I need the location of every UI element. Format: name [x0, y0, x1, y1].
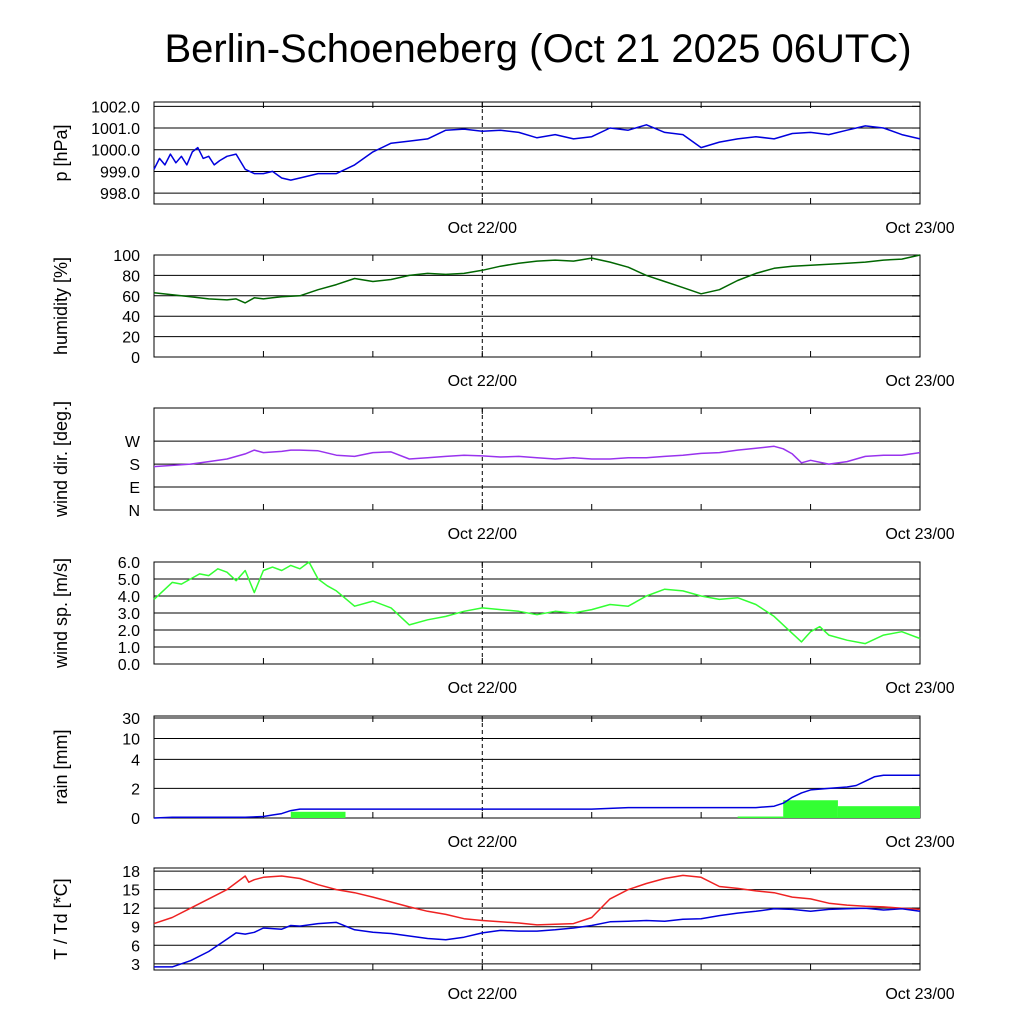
- xtick-label: Oct 22/00: [448, 373, 517, 390]
- series-line-pressure: [153, 124, 921, 181]
- ytick-label-rain: 4: [131, 752, 140, 769]
- series-line-rain_line: [153, 774, 920, 819]
- series-line-dewpoint: [154, 907, 921, 968]
- ytick-label-humidity: 40: [122, 309, 140, 326]
- rain-bar: [783, 800, 838, 818]
- xtick-label: Oct 22/00: [448, 220, 517, 237]
- ytick-label-temperature: 6: [131, 938, 140, 955]
- ytick-label-temperature: 18: [122, 864, 140, 881]
- ytick-label-wind_speed: 0.0: [118, 657, 140, 674]
- ylabel-pressure: p [hPa]: [51, 124, 71, 181]
- panel-wind_speed: 0.01.02.03.04.05.06.0 Oct 22/00 Oct 23/00 w…: [51, 555, 955, 697]
- ytick-label-wind_speed: 2.0: [118, 623, 140, 640]
- xtick-label: Oct 23/00: [885, 526, 954, 543]
- ytick-label-rain: 2: [131, 781, 140, 798]
- rain-bar: [837, 806, 920, 818]
- xtick-label: Oct 22/00: [448, 526, 517, 543]
- ytick-label-pressure: 1000.0: [91, 143, 140, 160]
- ytick-label-rain: 30: [122, 711, 140, 728]
- ytick-label-rain: 0: [131, 811, 140, 828]
- xtick-label: Oct 23/00: [885, 834, 954, 851]
- xtick-label: Oct 23/00: [885, 220, 954, 237]
- series-line-temperature: [153, 874, 921, 926]
- panel-humidity: 0 20 40 60 80 100 Oct 22/00 Oct 23/00 humidity […: [51, 248, 955, 390]
- ytick-label-temperature: 9: [131, 920, 140, 937]
- ylabel-rain: rain [mm]: [51, 729, 71, 804]
- ytick-label-wind_speed: 5.0: [118, 572, 140, 589]
- ytick-label-humidity: 20: [122, 330, 140, 347]
- panel-frame-rain: [153, 715, 921, 819]
- panel-frame-wind_dir: [153, 407, 921, 511]
- ytick-label-humidity: 0: [131, 350, 140, 367]
- ytick-label-pressure: 1002.0: [91, 99, 140, 116]
- ytick-label-rain: 10: [122, 731, 140, 748]
- xtick-label: Oct 22/00: [448, 834, 517, 851]
- ytick-label-wind_dir: E: [129, 480, 140, 497]
- xtick-label: Oct 23/00: [885, 373, 954, 390]
- ytick-label-pressure: 999.0: [100, 164, 140, 181]
- ytick-label-pressure: 1001.0: [91, 121, 140, 138]
- panel-frame-pressure: [153, 101, 921, 205]
- ytick-label-wind_speed: 4.0: [118, 589, 140, 606]
- ytick-label-wind_speed: 3.0: [118, 606, 140, 623]
- ytick-label-temperature: 3: [131, 957, 140, 974]
- panel-pressure: 998.0 999.0 1000.0 1001.0 1002.0 Oct 22/00 Oct…: [51, 99, 955, 237]
- panel-rain: 0 2 4 10 30 Oct 22/00 Oct 23/00 rain [mm]: [51, 711, 955, 851]
- ylabel-humidity: humidity [%]: [51, 257, 71, 355]
- ytick-label-temperature: 15: [122, 883, 140, 900]
- ytick-label-humidity: 60: [122, 289, 140, 306]
- chart-title: Berlin-Schoeneberg (Oct 21 2025 06UTC): [164, 27, 911, 71]
- ytick-label-wind_dir: W: [125, 434, 141, 451]
- series-line-wind_speed: [153, 561, 921, 645]
- ytick-label-wind_dir: S: [129, 457, 140, 474]
- ytick-label-humidity: 80: [122, 268, 140, 285]
- ylabel-temperature: T / Td [*C]: [51, 878, 71, 959]
- ytick-label-wind_speed: 6.0: [118, 555, 140, 572]
- series-line-wind_dir: [153, 445, 921, 468]
- xtick-label: Oct 22/00: [448, 680, 517, 697]
- ytick-label-wind_speed: 1.0: [118, 640, 140, 657]
- xtick-label: Oct 22/00: [448, 986, 517, 1003]
- series-line-humidity: [153, 254, 921, 304]
- ytick-label-pressure: 998.0: [100, 186, 140, 203]
- panel-frame-humidity: [153, 254, 921, 358]
- ylabel-wind_dir: wind dir. [deg.]: [51, 401, 71, 518]
- ytick-label-humidity: 100: [113, 248, 140, 265]
- ylabel-wind_speed: wind sp. [m/s]: [51, 558, 71, 669]
- ytick-label-temperature: 12: [122, 901, 140, 918]
- panel-frame-temperature: [153, 867, 921, 971]
- rain-bar: [737, 816, 784, 818]
- xtick-label: Oct 23/00: [885, 986, 954, 1003]
- ytick-label-wind_dir: N: [128, 503, 140, 520]
- rain-bar: [290, 811, 346, 818]
- xtick-label: Oct 23/00: [885, 680, 954, 697]
